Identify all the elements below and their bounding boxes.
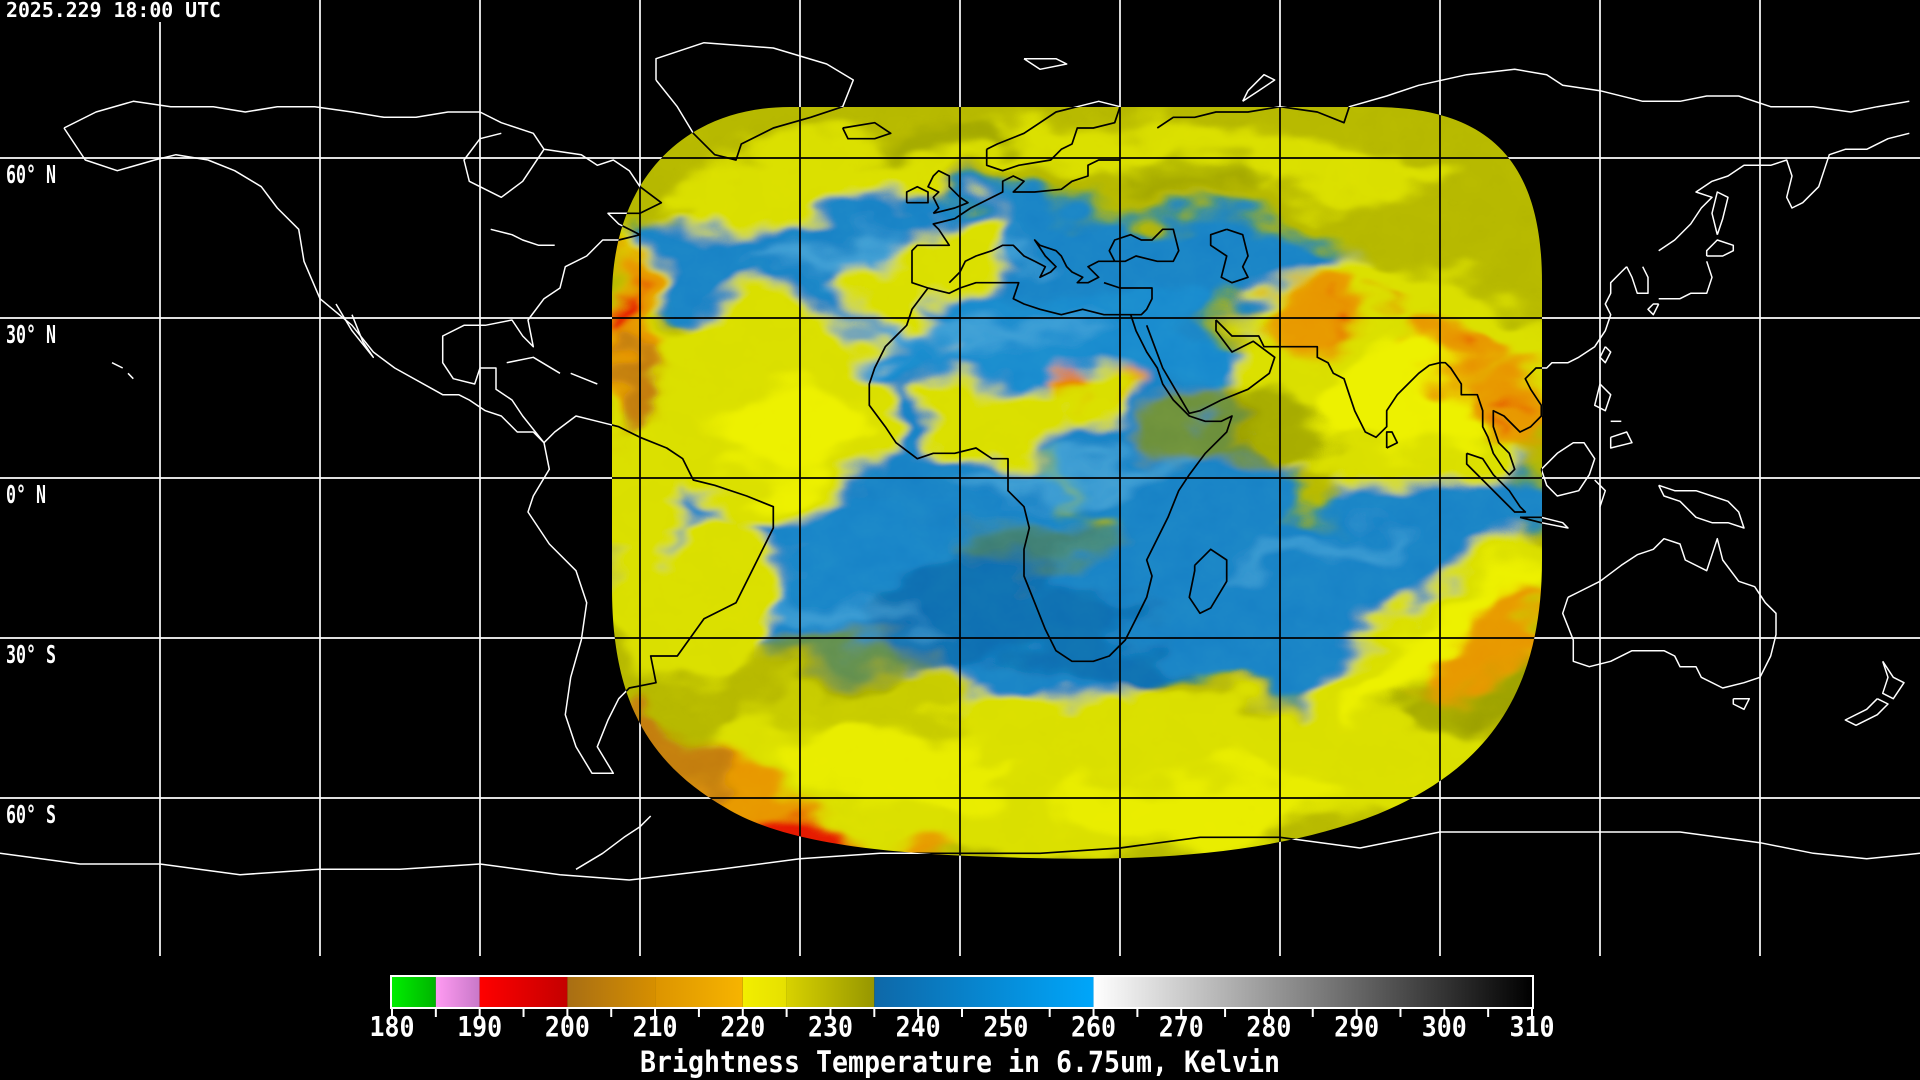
timestamp-backdrop: [0, 0, 238, 22]
coastline-path: [1145, 320, 1276, 415]
colorbar-tick-label: 210: [633, 1010, 678, 1043]
coastline-path: [1626, 266, 1649, 295]
timestamp-label: 2025.229 18:00 UTC: [6, 0, 221, 22]
coastline-path: [1519, 516, 1542, 529]
coastline-path: [1647, 303, 1660, 316]
colorbar-segment: [786, 977, 875, 1007]
coastline-path: [1188, 548, 1228, 615]
coastline-path: [612, 415, 775, 775]
coastline-path: [1594, 479, 1607, 507]
coastline-path: [1561, 537, 1777, 689]
coastline-path: [1609, 431, 1633, 449]
colorbar-tick-label: 300: [1422, 1010, 1467, 1043]
coastline-path: [1658, 132, 1910, 252]
coastline-path: [1881, 660, 1905, 700]
colorbar-caption: Brightness Temperature in 6.75um, Kelvin: [640, 1045, 1280, 1079]
coastline-path: [1023, 57, 1068, 71]
latitude-label-60s: 60° S: [6, 800, 56, 829]
coastline-path: [111, 362, 124, 369]
satellite-swath: [612, 107, 1542, 859]
coastline-path: [985, 107, 1121, 172]
coastline-path: [1156, 107, 1542, 129]
coastline-path: [1540, 441, 1596, 497]
colorbar-tick-label: 190: [457, 1010, 502, 1043]
colorbar-tick-label: 250: [983, 1010, 1028, 1043]
coastline-path: [1209, 228, 1249, 284]
coastline-path: [1465, 452, 1527, 513]
coastline-path: [1732, 697, 1751, 711]
coastline-path: [1108, 228, 1180, 263]
colorbar-tick-label: 200: [545, 1010, 590, 1043]
coastline-path: [1658, 261, 1713, 300]
coastline-path: [911, 159, 1120, 289]
coastline-path: [612, 831, 1542, 859]
colorbar-tick-label: 280: [1246, 1010, 1291, 1043]
colorbar-legend: 180 190 200 210 220 230 240 250 260 270 280 290 300 3…: [370, 975, 1555, 1043]
coastline-path: [1658, 484, 1745, 529]
graticule-inside-swath: [612, 107, 1542, 859]
coastline-path: [1844, 698, 1889, 727]
coastline-path: [868, 281, 1233, 663]
coastline-path: [570, 372, 598, 385]
coastline-path: [927, 169, 969, 215]
coastline-path: [905, 185, 929, 204]
colorbar-segment: [742, 977, 787, 1007]
latitude-label-0n: 0° N: [6, 480, 46, 509]
coastline-path: [463, 132, 545, 199]
colorbar-tick-label: 270: [1159, 1010, 1204, 1043]
coastline-path: [1103, 281, 1153, 316]
colorbar-tick-label: 240: [896, 1010, 941, 1043]
coastline-path: [127, 372, 134, 380]
latitude-label-30s: 30° S: [6, 640, 56, 669]
colorbar-segment: [874, 977, 1094, 1007]
latitude-label-60n: 60° N: [6, 160, 56, 189]
coastline-path: [1711, 191, 1729, 235]
colorbar-tick-label: 180: [370, 1010, 415, 1043]
coastline-path: [490, 228, 555, 247]
coastline-path: [63, 100, 663, 444]
colorbar-segment: [392, 977, 436, 1007]
colorbar-segment: [567, 977, 656, 1007]
coastline-path: [335, 303, 375, 359]
swath-texture: [612, 107, 1542, 859]
coastline-path: [506, 356, 561, 374]
coastline-path: [655, 107, 855, 161]
coastlines-inside-swath: [612, 107, 1542, 859]
colorbar-segment: [655, 977, 743, 1007]
coastline-path: [575, 815, 652, 870]
coastline-path: [1385, 431, 1399, 449]
coastline-path: [1705, 239, 1735, 257]
colorbar-tick-label: 260: [1071, 1010, 1116, 1043]
colorbar-tick-label: 290: [1334, 1010, 1379, 1043]
coastline-path: [1242, 73, 1276, 102]
coastline-path: [1593, 383, 1612, 412]
coastline-path: [948, 239, 1115, 284]
colorbar-segment: [1093, 977, 1532, 1007]
colorbar-tick-label: 220: [720, 1010, 765, 1043]
latitude-label-30n: 30° N: [6, 320, 56, 349]
coastline-path: [1599, 346, 1612, 364]
coastline-path: [1215, 266, 1542, 476]
colorbar-tick-label: 230: [808, 1010, 853, 1043]
colorbar-tick-label: 310: [1510, 1010, 1555, 1043]
colorbar-segment: [435, 977, 480, 1007]
coastline-path: [841, 121, 892, 140]
colorbar-segment: [479, 977, 568, 1007]
